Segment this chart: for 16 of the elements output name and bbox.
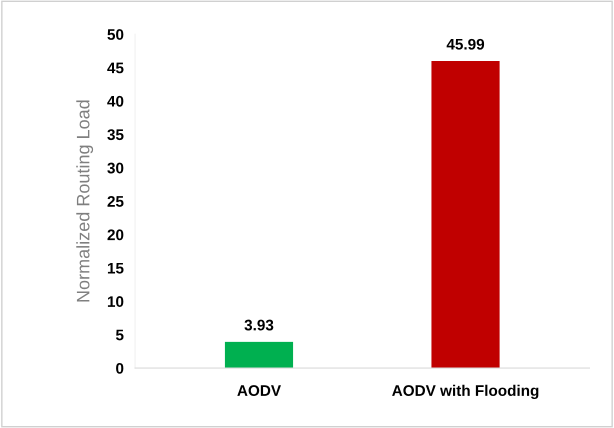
y-tick-label: 15 — [108, 262, 124, 274]
y-tick-label: 50 — [107, 29, 124, 40]
y-tick-label: 5 — [116, 330, 124, 340]
data-label: 45.99 — [446, 38, 484, 50]
y-axis-title: Normalized Routing Load — [76, 100, 94, 302]
y-tick-label: 25 — [108, 196, 124, 207]
y-tick-label: 0 — [116, 362, 124, 374]
y-tick-label: 35 — [107, 129, 124, 140]
y-tick-label: 10 — [108, 296, 124, 307]
y-tick-label: 45 — [107, 62, 124, 74]
y-tick-label: 20 — [108, 229, 124, 240]
y-tick-label: 30 — [107, 162, 124, 174]
x-tick-label: AODV — [237, 385, 281, 396]
x-tick-label: AODV with Flooding — [392, 384, 538, 400]
data-label: 3.93 — [244, 320, 274, 331]
y-tick-label: 40 — [107, 96, 124, 107]
